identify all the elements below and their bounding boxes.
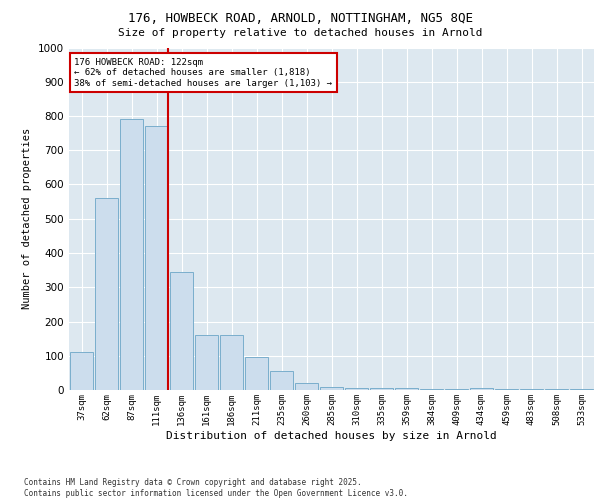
- Bar: [320, 386, 343, 390]
- Bar: [145, 126, 168, 390]
- Bar: [170, 272, 193, 390]
- Bar: [195, 335, 218, 390]
- Text: 176, HOWBECK ROAD, ARNOLD, NOTTINGHAM, NG5 8QE: 176, HOWBECK ROAD, ARNOLD, NOTTINGHAM, N…: [128, 12, 473, 26]
- Y-axis label: Number of detached properties: Number of detached properties: [22, 128, 32, 310]
- Bar: [270, 371, 293, 390]
- Bar: [220, 335, 243, 390]
- Bar: [70, 352, 93, 390]
- Bar: [345, 388, 368, 390]
- X-axis label: Distribution of detached houses by size in Arnold: Distribution of detached houses by size …: [166, 430, 497, 440]
- Text: Contains HM Land Registry data © Crown copyright and database right 2025.
Contai: Contains HM Land Registry data © Crown c…: [24, 478, 408, 498]
- Bar: [470, 388, 493, 390]
- Text: Size of property relative to detached houses in Arnold: Size of property relative to detached ho…: [118, 28, 482, 38]
- Bar: [245, 358, 268, 390]
- Bar: [120, 120, 143, 390]
- Bar: [295, 383, 318, 390]
- Bar: [370, 388, 393, 390]
- Bar: [95, 198, 118, 390]
- Text: 176 HOWBECK ROAD: 122sqm
← 62% of detached houses are smaller (1,818)
38% of sem: 176 HOWBECK ROAD: 122sqm ← 62% of detach…: [74, 58, 332, 88]
- Bar: [395, 388, 418, 390]
